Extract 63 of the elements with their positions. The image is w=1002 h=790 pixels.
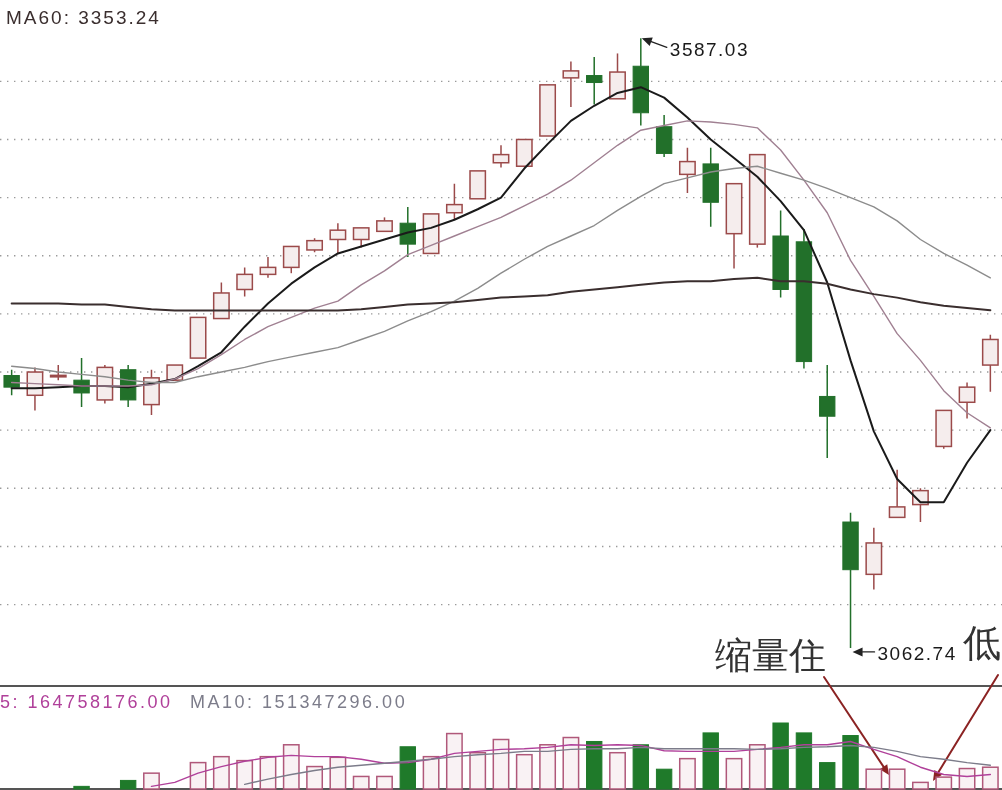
bar (422, 755, 440, 790)
text: MA60: 3353.24 (6, 7, 161, 28)
bar (143, 772, 160, 790)
candlestick (819, 364, 836, 459)
bar (586, 740, 603, 790)
text: 5: 164758176.00 (0, 692, 173, 712)
candlestick (609, 52, 626, 100)
bar (119, 779, 137, 790)
candlestick (958, 381, 976, 420)
candlestick (586, 56, 603, 106)
bar (306, 765, 324, 790)
candlestick (352, 227, 370, 249)
candlestick (888, 468, 906, 519)
bar (212, 755, 230, 790)
candlestick (259, 256, 277, 279)
bar (469, 751, 487, 790)
candlestick (865, 527, 883, 591)
bar (399, 746, 416, 790)
candlestick (678, 146, 696, 194)
text: MA10: 151347296.00 (190, 692, 408, 712)
candlestick (445, 182, 463, 221)
bar (702, 732, 719, 790)
bar (912, 781, 929, 790)
bar (282, 744, 300, 790)
bar (329, 756, 347, 790)
bar (935, 776, 953, 790)
bar (352, 775, 370, 790)
bar (678, 757, 696, 790)
bar (515, 753, 533, 790)
candlestick (725, 182, 743, 270)
candlestick (655, 114, 673, 158)
annotation: 缩量住 (714, 635, 826, 676)
bar (539, 744, 557, 790)
bar (562, 736, 580, 790)
bar (236, 759, 254, 790)
bar (609, 751, 626, 790)
candlestick (399, 206, 416, 258)
candlestick (772, 209, 789, 299)
bar (725, 757, 743, 790)
candlestick (562, 60, 580, 108)
candlestick (329, 222, 347, 255)
bar (772, 722, 789, 790)
bar (819, 762, 836, 790)
bar (632, 744, 649, 790)
annotation: 3587.03 (669, 39, 749, 61)
bar (888, 768, 906, 790)
bar (748, 744, 766, 790)
candlestick (492, 144, 510, 169)
bar (981, 766, 999, 790)
bar (73, 785, 90, 790)
candlestick (702, 146, 719, 228)
bar (492, 738, 510, 790)
bar (795, 732, 813, 790)
bar (189, 761, 207, 790)
bar (865, 768, 883, 790)
candlestick (981, 334, 999, 393)
annotation: 低 (963, 622, 1001, 664)
candlestick (842, 511, 859, 649)
bar (445, 732, 463, 790)
bar (376, 775, 393, 790)
annotation: 3062.74 (877, 642, 957, 664)
bar (842, 735, 859, 790)
bar (655, 768, 673, 790)
